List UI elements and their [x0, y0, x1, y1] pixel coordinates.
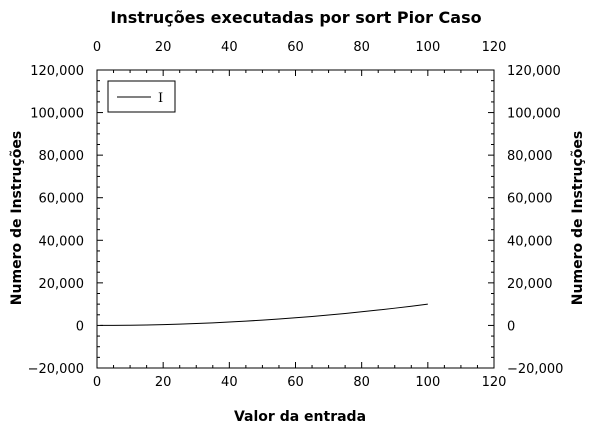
x-tick-label-top: 80 [353, 40, 370, 55]
y-axis-label-right: Numero de Instruções [570, 131, 586, 305]
x-tick-label-bottom: 60 [287, 375, 304, 390]
y-tick-label-right: 40,000 [507, 234, 553, 249]
legend-label: I [158, 91, 163, 106]
x-axis-label: Valor da entrada [234, 409, 366, 425]
y-tick-label-right: −20,000 [507, 362, 563, 377]
x-tick-label-top: 60 [287, 40, 304, 55]
x-tick-label-top: 100 [415, 40, 440, 55]
y-axis-label-left: Numero de Instruções [9, 131, 25, 305]
series-line [100, 303, 428, 326]
y-tick-label-left: −20,000 [28, 362, 84, 377]
x-tick-label-top: 0 [93, 40, 101, 55]
y-tick-label-right: 120,000 [507, 64, 561, 79]
y-tick-label-right: 100,000 [507, 107, 561, 122]
x-tick-label-top: 120 [482, 40, 507, 55]
y-tick-label-left: 0 [76, 319, 84, 334]
x-tick-label-bottom: 100 [415, 375, 440, 390]
plot-layer [100, 303, 428, 326]
chart-title: Instruções executadas por sort Pior Caso [110, 8, 481, 27]
x-tick-label-bottom: 20 [155, 375, 172, 390]
x-tick-label-bottom: 0 [93, 375, 101, 390]
y-tick-label-left: 60,000 [39, 192, 85, 207]
x-tick-label-top: 40 [221, 40, 238, 55]
y-tick-label-left: 40,000 [39, 234, 85, 249]
y-tick-label-left: 20,000 [39, 277, 85, 292]
y-tick-label-right: 0 [507, 319, 515, 334]
plot-frame [96, 69, 495, 369]
x-tick-label-bottom: 120 [482, 375, 507, 390]
y-tick-label-left: 120,000 [30, 64, 84, 79]
x-tick-label-bottom: 80 [353, 375, 370, 390]
y-tick-label-right: 60,000 [507, 192, 553, 207]
x-tick-label-top: 20 [155, 40, 172, 55]
y-tick-label-right: 20,000 [507, 277, 553, 292]
y-tick-label-left: 80,000 [39, 149, 85, 164]
y-tick-label-right: 80,000 [507, 149, 553, 164]
x-tick-label-bottom: 40 [221, 375, 238, 390]
y-tick-label-left: 100,000 [30, 107, 84, 122]
legend: I [107, 80, 176, 113]
